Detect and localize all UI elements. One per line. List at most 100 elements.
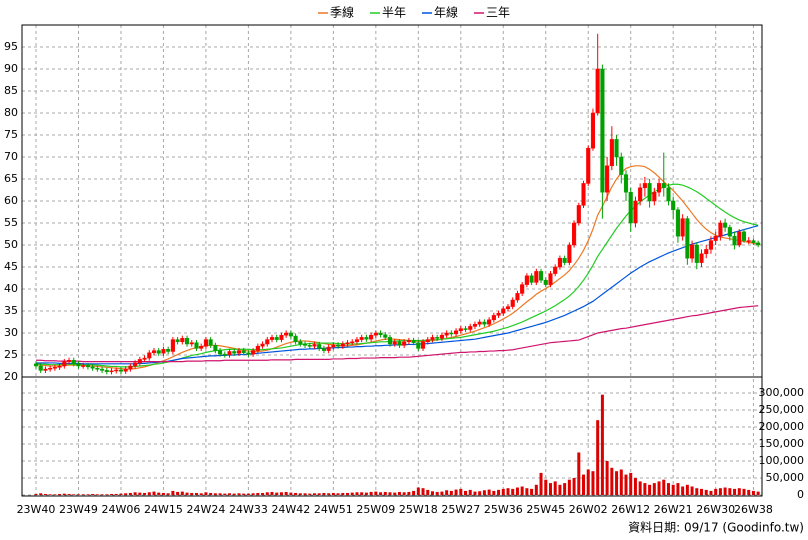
volume-bar <box>67 493 71 495</box>
candle-body <box>534 271 539 283</box>
volume-bar <box>133 492 137 495</box>
volume-bar <box>563 483 567 495</box>
candle-body <box>444 332 449 336</box>
volume-bar <box>209 492 213 495</box>
volume-bar <box>166 493 170 495</box>
candle-body <box>600 68 605 193</box>
x-tick-label: 26W12 <box>611 503 650 516</box>
y-tick-label: 90 <box>4 62 18 75</box>
candle-body <box>553 266 558 274</box>
volume-bar <box>383 491 387 495</box>
volume-bar <box>185 492 189 495</box>
volume-bar <box>596 420 600 495</box>
volume-bar <box>100 494 104 495</box>
volume-bar <box>756 491 760 495</box>
candle-body <box>666 187 671 202</box>
candle-body <box>57 365 62 368</box>
volume-bar <box>515 487 519 495</box>
candle-body <box>609 139 614 167</box>
candle-body <box>114 369 119 372</box>
candle-body <box>85 365 90 368</box>
volume-bar <box>435 491 439 495</box>
volume-bar <box>718 488 722 495</box>
volume-bar <box>39 493 43 495</box>
volume-bar <box>629 472 633 495</box>
volume-bar <box>246 493 250 495</box>
candle-body <box>392 341 397 345</box>
candle-body <box>746 240 751 242</box>
candle-body <box>175 339 180 343</box>
candle-body <box>685 218 690 259</box>
candle-body <box>638 187 643 202</box>
candle-body <box>699 253 704 263</box>
volume-bar <box>445 490 449 495</box>
volume-bar <box>48 494 52 495</box>
volume-bar <box>218 493 222 495</box>
y2-tick-label: 150,000 <box>759 437 805 450</box>
volume-bar <box>501 488 505 495</box>
volume-bar <box>43 493 47 495</box>
candle-body <box>302 343 308 346</box>
volume-bar <box>506 488 510 495</box>
volume-bar <box>430 491 434 495</box>
candle-body <box>71 360 76 365</box>
volume-bar <box>648 484 652 495</box>
volume-bar <box>737 488 741 495</box>
volume-bar <box>331 492 335 495</box>
volume-bar <box>487 489 491 495</box>
candle-body <box>581 183 586 206</box>
candle-body <box>538 271 544 281</box>
volume-bar <box>308 493 312 495</box>
volume-bar <box>284 491 288 495</box>
candle-body <box>251 350 256 355</box>
volume-bar <box>704 489 708 495</box>
candle-body <box>647 183 652 202</box>
candle-body <box>557 257 562 268</box>
volume-bar <box>91 493 95 495</box>
volume-bar <box>388 492 392 495</box>
candle-body <box>222 353 227 356</box>
candle-body <box>104 370 109 372</box>
candle-body <box>576 205 581 224</box>
volume-bar <box>421 488 425 495</box>
candle-body <box>656 183 662 193</box>
candle-body <box>354 339 360 343</box>
candle-body <box>255 345 260 351</box>
volume-bar <box>34 493 38 495</box>
candle-body <box>510 299 515 307</box>
candle-body <box>718 222 723 237</box>
candle-body <box>133 362 138 367</box>
candle-body <box>387 337 393 345</box>
candle-body <box>671 200 676 211</box>
candle-body <box>713 235 718 241</box>
candle-body <box>166 349 171 352</box>
candle-body <box>369 334 374 340</box>
volume-bar <box>355 492 359 495</box>
candle-body <box>199 345 204 349</box>
x-tick-label: 24W06 <box>102 503 141 516</box>
volume-bar <box>327 493 331 495</box>
volume-bar <box>180 491 184 495</box>
volume-bar <box>407 491 411 495</box>
volume-bar <box>690 486 694 495</box>
volume-bar <box>582 474 586 495</box>
candle-body <box>562 257 567 263</box>
y-tick-label: 65 <box>4 172 18 185</box>
candle-body <box>605 165 610 193</box>
volume-bar <box>237 493 241 495</box>
candle-body <box>95 367 100 370</box>
volume-bar <box>199 493 203 495</box>
candle-body <box>458 328 463 332</box>
legend-label: 年線 <box>434 5 458 20</box>
volume-bar <box>402 492 406 495</box>
volume-bar <box>553 481 557 495</box>
x-tick-label: 26W38 <box>734 503 773 516</box>
volume-bar <box>397 491 401 495</box>
y2-tick-label: 300,000 <box>759 386 805 399</box>
candle-body <box>43 368 48 371</box>
y-tick-label: 80 <box>4 106 18 119</box>
volume-bar <box>478 491 482 495</box>
volume-bar <box>242 493 246 495</box>
volume-bar <box>497 489 501 495</box>
